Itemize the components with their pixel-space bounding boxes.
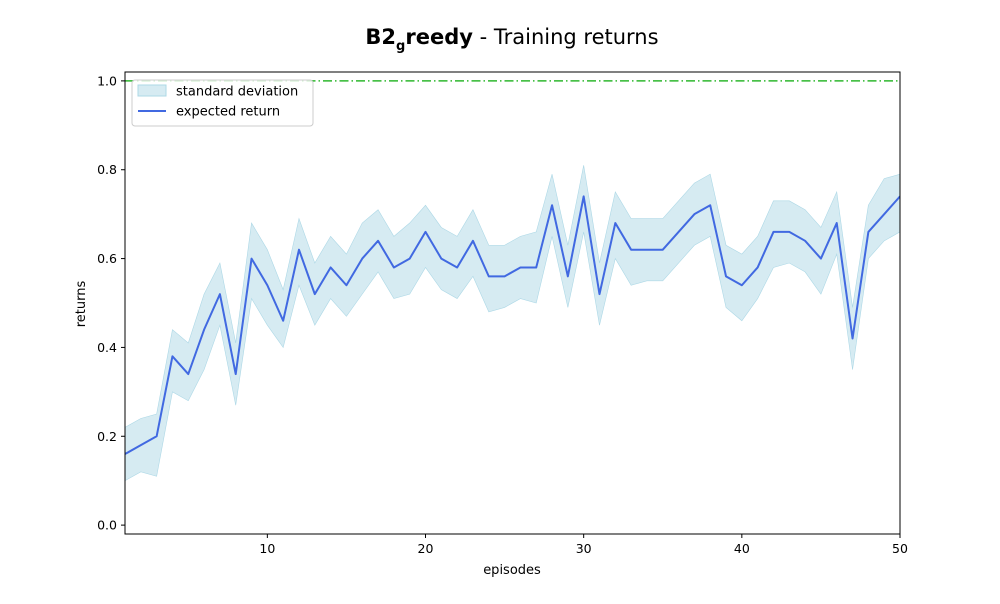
data-point (361, 258, 363, 260)
y-tick-label: 0.0 (97, 518, 117, 533)
data-point (867, 231, 869, 233)
chart-title-bold-main: B2 (365, 25, 396, 49)
data-point (393, 266, 395, 268)
data-point (251, 258, 253, 260)
data-point (409, 258, 411, 260)
data-point (425, 231, 427, 233)
legend-label-standard-deviation: standard deviation (176, 85, 298, 100)
x-tick-label: 10 (259, 541, 275, 556)
data-point (203, 329, 205, 331)
data-point (583, 195, 585, 197)
data-point (488, 275, 490, 277)
data-point (725, 275, 727, 277)
y-tick-label: 0.6 (97, 251, 117, 266)
y-tick-label: 0.4 (97, 340, 117, 355)
data-point (614, 222, 616, 224)
legend-label-expected-return: expected return (176, 105, 280, 120)
expected-return-line (125, 195, 900, 455)
axes-frame (124, 71, 901, 535)
data-point (456, 266, 458, 268)
data-point (598, 293, 600, 295)
y-tick-label: 0.8 (97, 162, 117, 177)
data-point (551, 204, 553, 206)
x-tick-label: 30 (576, 541, 592, 556)
y-axis-label: returns (74, 281, 89, 328)
data-point (140, 444, 142, 446)
chart-title-subscript: g (396, 39, 405, 54)
data-point (820, 258, 822, 260)
data-point (219, 293, 221, 295)
data-point (678, 231, 680, 233)
data-point (519, 266, 521, 268)
data-point (883, 213, 885, 215)
data-point (741, 284, 743, 286)
data-point (693, 213, 695, 215)
legend: standard deviation expected return (131, 79, 314, 127)
data-point (788, 231, 790, 233)
data-point (709, 204, 711, 206)
data-point (535, 266, 537, 268)
data-point (282, 320, 284, 322)
chart-title-bold-tail: reedy (405, 25, 473, 49)
data-point (377, 240, 379, 242)
data-point (345, 284, 347, 286)
data-point (440, 258, 442, 260)
data-point (504, 275, 506, 277)
legend-swatch-standard-deviation (137, 84, 167, 97)
data-point (567, 275, 569, 277)
x-tick-label: 40 (734, 541, 750, 556)
data-point (836, 222, 838, 224)
data-point (472, 240, 474, 242)
y-tick-label: 0.2 (97, 429, 117, 444)
data-point (804, 240, 806, 242)
plot-area: 10 20 30 40 50 0.0 0.2 0.4 0.6 0.8 1.0 (97, 71, 908, 556)
data-point (314, 293, 316, 295)
data-point (757, 266, 759, 268)
data-point (266, 284, 268, 286)
data-point (235, 373, 237, 375)
x-axis-label: episodes (483, 563, 541, 578)
data-point (772, 231, 774, 233)
data-point (330, 266, 332, 268)
data-point (298, 249, 300, 251)
data-point (852, 338, 854, 340)
data-point (630, 249, 632, 251)
legend-frame (131, 79, 314, 127)
x-tick-label: 20 (418, 541, 434, 556)
y-tick-label: 1.0 (97, 73, 117, 88)
chart-title: B2greedy - Training returns (365, 25, 658, 54)
x-tick-label: 50 (892, 541, 908, 556)
std-deviation-band (125, 165, 900, 482)
data-point (156, 435, 158, 437)
data-point (646, 249, 648, 251)
data-point (187, 373, 189, 375)
chart-title-rest: - Training returns (473, 25, 659, 49)
data-point (662, 249, 664, 251)
data-point (171, 355, 173, 357)
